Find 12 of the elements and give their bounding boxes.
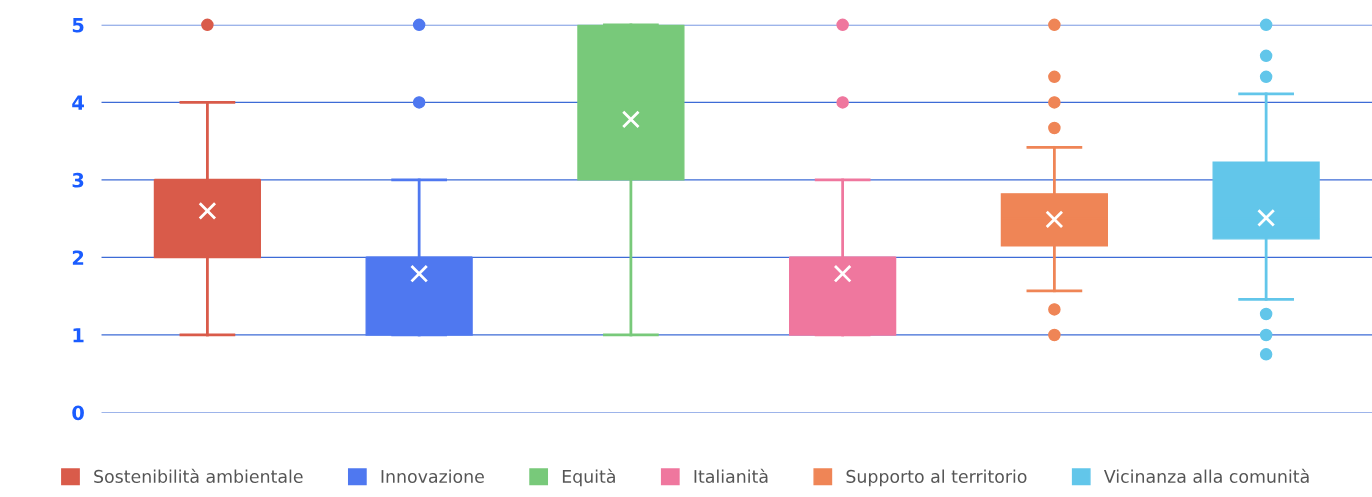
- legend-label: Vicinanza alla comunità: [1103, 468, 1309, 483]
- y-tick-label: 5: [72, 18, 84, 33]
- y-tick-label: 2: [72, 250, 84, 265]
- legend-label: Sostenibilità ambientale: [94, 468, 303, 483]
- y-tick-label: 3: [72, 172, 84, 188]
- y-tick-label: 1: [73, 328, 84, 343]
- legend-label: Italianità: [694, 468, 768, 483]
- legend-label: Equità: [562, 468, 615, 487]
- y-tick-label: 4: [72, 95, 84, 110]
- legend-label: Innovazione: [381, 469, 484, 483]
- y-tick-label: 0: [72, 405, 84, 421]
- legend-label: Supporto al territorio: [846, 469, 1027, 487]
